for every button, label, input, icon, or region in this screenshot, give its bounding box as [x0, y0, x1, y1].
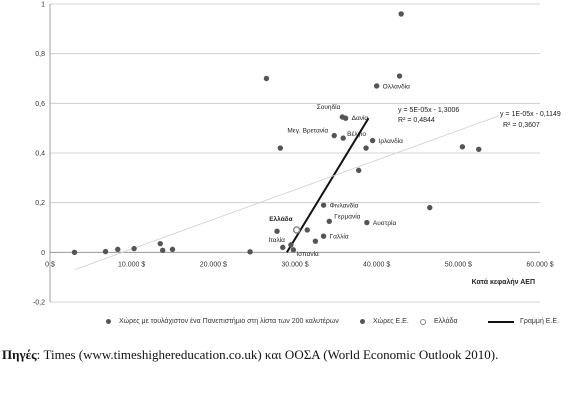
point-label: Αυστρία — [373, 219, 397, 227]
y-tick-label: -0,2 — [33, 300, 45, 307]
data-point-top200 — [476, 147, 481, 152]
data-point-top200 — [280, 245, 285, 250]
x-tick-label: 0 $ — [45, 261, 55, 268]
point-label: Δανία — [352, 114, 369, 122]
legend-item-eu: Χώρες Ε.Ε. — [360, 318, 409, 325]
y-tick-label: 0,4 — [35, 151, 45, 158]
data-point-eu — [327, 219, 332, 224]
data-point-top200 — [278, 145, 283, 150]
data-point-eu — [170, 247, 175, 252]
legend-circle-icon — [420, 319, 426, 325]
data-point-greece — [294, 227, 300, 233]
x-tick-label: 20.000 $ — [200, 261, 227, 268]
x-tick-label: 10.000 $ — [118, 261, 145, 268]
x-axis-label: Κατά κεφαλήν ΑΕΠ — [472, 278, 535, 286]
data-point-top200 — [427, 205, 432, 210]
data-point-top200 — [313, 238, 318, 243]
x-tick-label: 30.000 $ — [281, 261, 308, 268]
y-tick-label: 0,2 — [35, 200, 45, 207]
svg-text:R² = 0,4844: R² = 0,4844 — [398, 117, 435, 124]
data-point-eu — [370, 138, 375, 143]
trendlines — [75, 116, 500, 270]
point-label: Γαλλία — [330, 233, 349, 241]
y-tick-label: 0,8 — [35, 51, 45, 58]
data-point-eu — [340, 135, 345, 140]
source-label: Πηγές — [2, 347, 37, 362]
source-text: : Times (www.timeshighereducation.co.uk)… — [37, 347, 499, 362]
data-point-eu — [72, 250, 77, 255]
point-labels: Ολλανδία Σουηδία Δανία Μεγ. Βρετανία Βέλγιο Ι… — [268, 82, 410, 257]
legend-dot-icon — [106, 319, 111, 324]
data-point-top200 — [274, 229, 279, 234]
point-label: Βέλγιο — [347, 130, 366, 138]
trendline-equation-eu: y = 5E-05x - 1,3006 R² = 0,4844 — [398, 107, 459, 124]
svg-text:y = 5E-05x - 1,3006: y = 5E-05x - 1,3006 — [398, 107, 459, 114]
gridlines — [50, 4, 540, 302]
data-point-top200 — [460, 144, 465, 149]
y-tick-label: 0,6 — [35, 101, 45, 108]
data-point-eu — [288, 242, 293, 247]
legend-label: Χώρες Ε.Ε. — [373, 318, 409, 325]
legend-label: Γραμμή Ε.Ε. — [520, 318, 559, 325]
data-point-eu — [321, 233, 326, 238]
data-point-top200 — [305, 227, 310, 232]
data-point-eu — [321, 202, 326, 207]
legend-item-greece: Ελλάδα — [420, 318, 458, 325]
data-point-top200 — [264, 76, 269, 81]
point-label: Ιταλία — [268, 236, 285, 244]
data-point-eu — [332, 133, 337, 138]
data-point-eu — [160, 248, 165, 253]
x-tick-label: 40.000 $ — [363, 261, 390, 268]
source-caption: Πηγές: Times (www.timeshighereducation.c… — [2, 346, 574, 363]
y-tick-label: 0 — [41, 250, 45, 257]
data-point-top200 — [363, 145, 368, 150]
svg-text:y = 1E-05x - 0,1149: y = 1E-05x - 0,1149 — [500, 111, 561, 118]
legend-item-top200: Χώρες με τουλάχιστον ένα Πανεπιστήμιο στ… — [106, 318, 339, 325]
point-label: Σουηδία — [317, 103, 341, 111]
data-point-eu — [364, 220, 369, 225]
point-label: Μεγ. Βρετανία — [287, 127, 328, 135]
data-point-eu — [291, 247, 296, 252]
x-tick-label: 50.000 $ — [445, 261, 472, 268]
data-point-top200 — [397, 73, 402, 78]
point-label: Γερμανία — [334, 212, 360, 220]
svg-text:R² = 0,3607: R² = 0,3607 — [503, 122, 540, 129]
data-point-eu — [103, 249, 108, 254]
y-tick-label: 1 — [41, 2, 45, 9]
legend-label: Ελλάδα — [434, 318, 458, 325]
point-label: Ιρλανδία — [379, 137, 404, 145]
tick-labels: -0,2 0 0,2 0,4 0,6 0,8 1 0 $ 10.000 $ 20.000 $ 30.… — [33, 2, 554, 307]
point-label: Ελλάδα — [269, 215, 292, 223]
point-label: Φινλανδία — [330, 202, 359, 210]
data-point-top200 — [398, 11, 403, 16]
legend-label: Χώρες με τουλάχιστον ένα Πανεπιστήμιο στ… — [119, 318, 339, 325]
data-point-eu — [374, 83, 379, 88]
data-point-eu — [247, 249, 252, 254]
point-label: Ισπανία — [296, 250, 319, 258]
trendline-all — [75, 116, 500, 270]
trendline-equation-all: y = 1E-05x - 0,1149 R² = 0,3607 — [500, 111, 561, 129]
legend-dot-icon — [360, 319, 365, 324]
data-point-top200 — [356, 168, 361, 173]
data-point-eu — [158, 241, 163, 246]
data-point-eu — [343, 116, 348, 121]
point-label: Ολλανδία — [383, 82, 411, 90]
x-tick-label: 60.000 $ — [526, 261, 553, 268]
legend-item-eu-line: Γραμμή Ε.Ε. — [488, 318, 559, 325]
legend-line-icon — [488, 321, 514, 323]
chart-legend: Χώρες με τουλάχιστον ένα Πανεπιστήμιο στ… — [100, 318, 570, 332]
data-point-eu — [115, 247, 120, 252]
data-point-eu — [131, 246, 136, 251]
scatter-chart: -0,2 0 0,2 0,4 0,6 0,8 1 0 $ 10.000 $ 20.000 $ 30.… — [0, 0, 580, 340]
